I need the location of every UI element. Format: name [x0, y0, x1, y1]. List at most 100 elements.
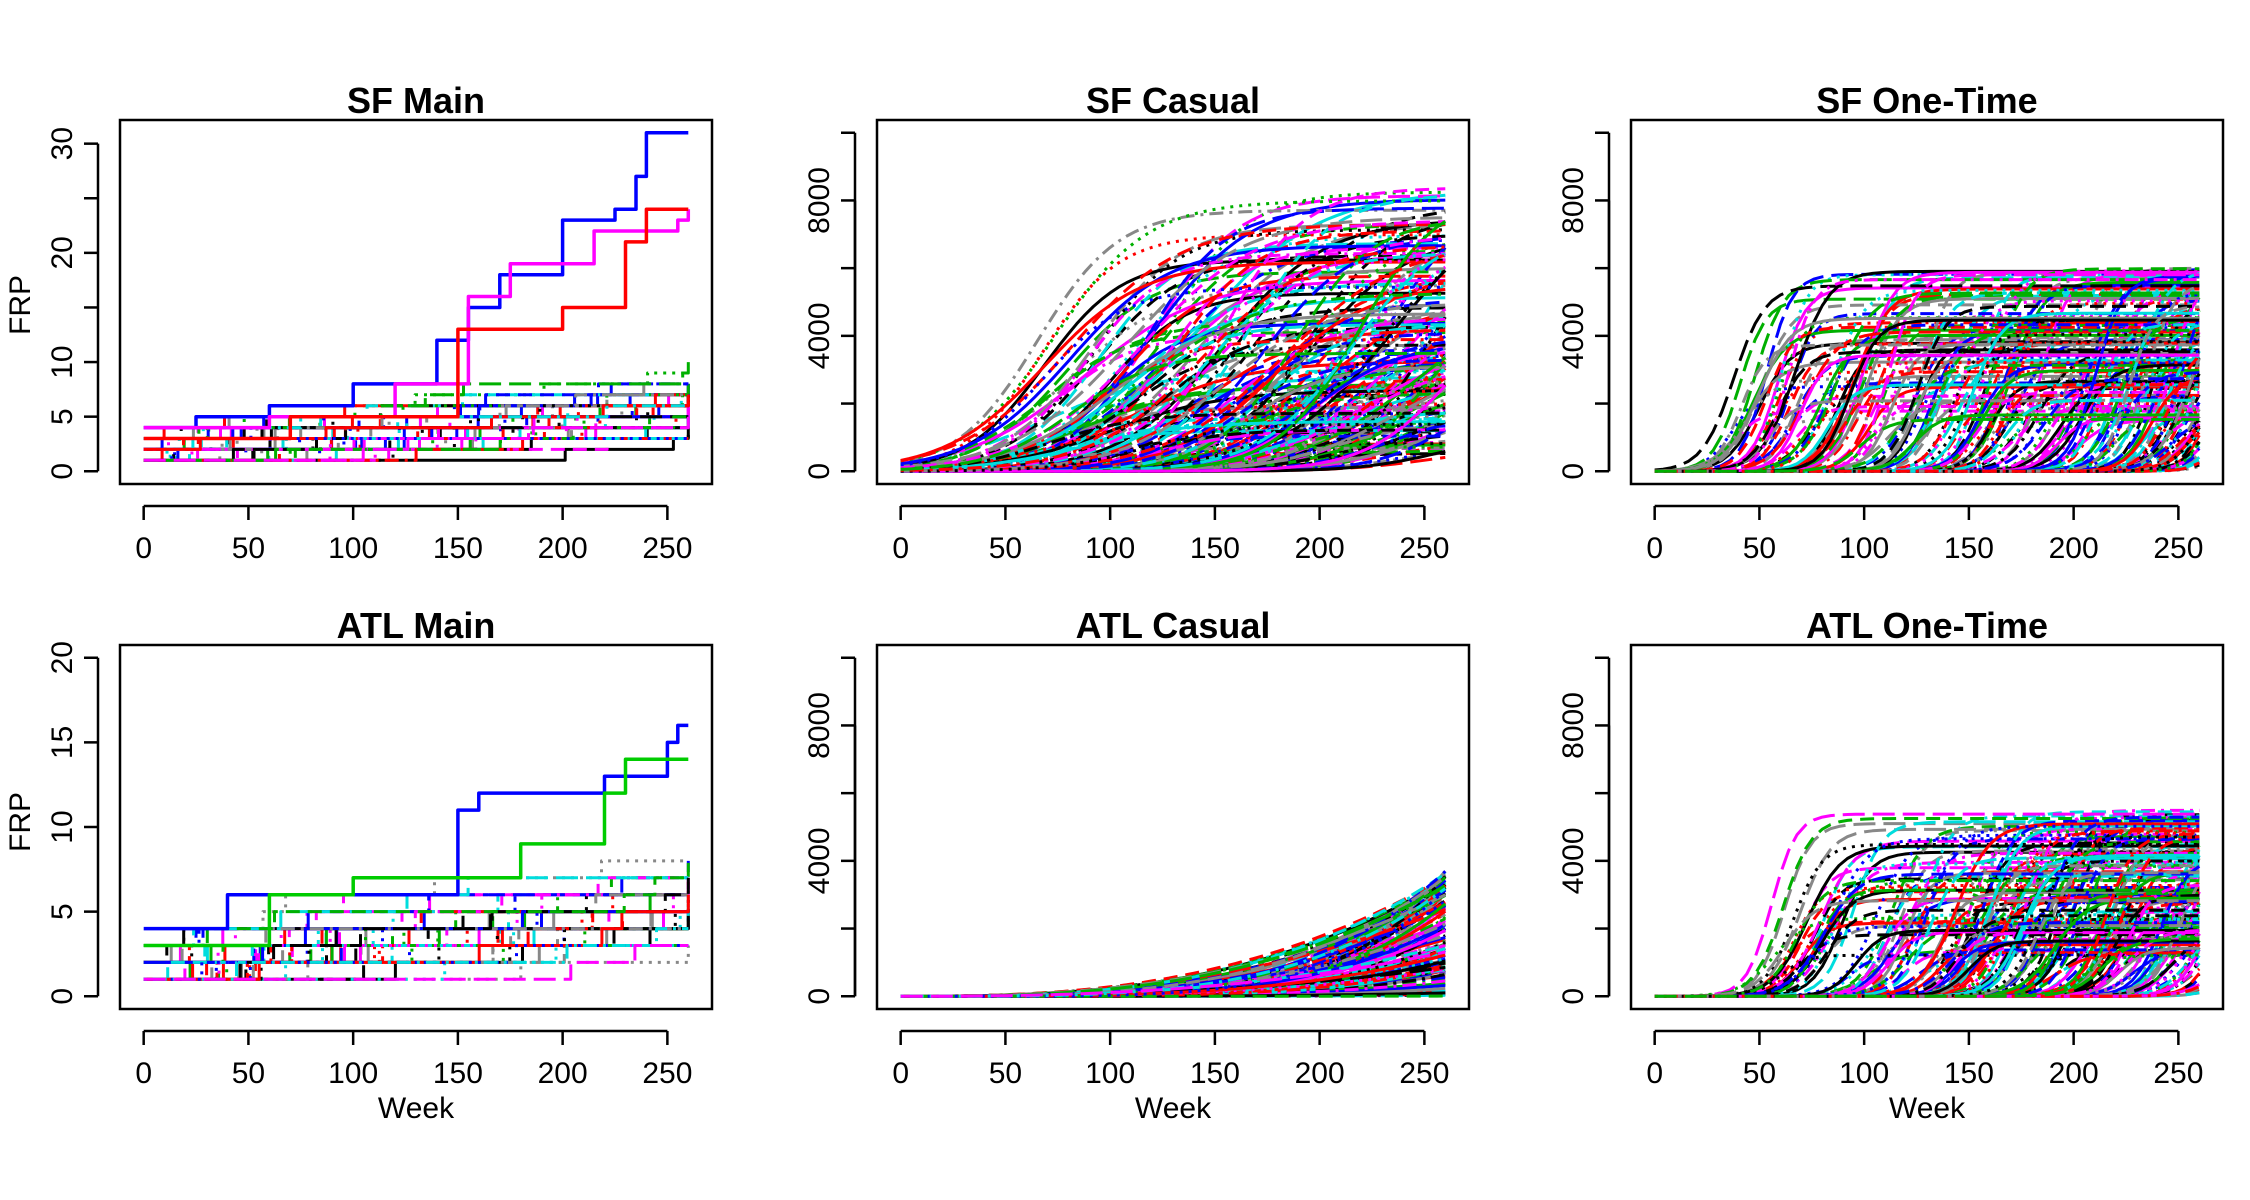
series-line	[1654, 914, 2200, 998]
series-line	[900, 411, 1446, 471]
x-tick-label: 50	[1743, 1057, 1776, 1090]
y-tick-label: 20	[46, 236, 79, 269]
y-tick-label: 0	[803, 988, 836, 1005]
series-line	[1654, 409, 2200, 473]
y-tick-label: 0	[803, 463, 836, 480]
plot-area: 0 50 100 150 200 250 0 5 10 20 30	[46, 118, 714, 565]
series-line	[900, 236, 1446, 472]
y-tick-label: 4000	[803, 302, 836, 369]
series-line	[143, 207, 689, 441]
series-line	[900, 252, 1446, 473]
series-line	[900, 292, 1446, 471]
series-line	[900, 216, 1446, 469]
x-tick-label: 50	[1743, 532, 1776, 565]
series-line	[900, 351, 1446, 471]
series-line	[143, 394, 690, 462]
series-line	[1654, 860, 2200, 998]
x-axis-label: Week	[1889, 1092, 1966, 1125]
series-line	[900, 319, 1446, 466]
panel-title: SF Main	[347, 80, 485, 121]
x-tick-label: 0	[135, 1057, 152, 1090]
series-line	[1654, 350, 2200, 473]
series-line	[900, 422, 1446, 473]
series-line	[1654, 417, 2200, 473]
plot-area: 0 50 100 150 200 250 0 5 10 15 20	[46, 641, 714, 1090]
panel-title: ATL One-Time	[1806, 605, 2048, 646]
x-tick-label: 250	[2153, 1057, 2203, 1090]
series-line	[900, 228, 1446, 471]
plot-frame	[118, 643, 714, 1011]
x-tick-label: 250	[1399, 532, 1449, 565]
panel-sf-main: SF Main FRP 0 50 100 150 200 250 0 5 10 20 30	[4, 80, 714, 565]
x-tick-label: 50	[232, 532, 265, 565]
y-tick-label: 10	[46, 810, 79, 843]
y-tick-label: 4000	[1557, 827, 1590, 894]
series-group	[143, 723, 690, 981]
x-tick-label: 100	[1839, 1057, 1889, 1090]
y-tick-label: 8000	[1557, 167, 1590, 234]
series-line	[143, 877, 690, 981]
series-line	[1654, 921, 2200, 998]
series-line	[143, 383, 690, 440]
series-line	[143, 927, 689, 981]
series-line	[1654, 354, 2201, 473]
x-tick-label: 150	[1190, 532, 1240, 565]
series-line	[143, 757, 689, 948]
y-tick-label: 0	[46, 463, 79, 480]
panel-sf-casual: SF Casual 0 50 100 150 200 250 0 4000 8000	[803, 80, 1471, 565]
series-line	[900, 208, 1446, 465]
series-line	[900, 420, 1446, 472]
y-tick-label: 30	[46, 127, 79, 160]
y-axis-label: FRP	[4, 275, 37, 335]
series-line	[1654, 937, 2200, 998]
plot-frame	[1629, 118, 2225, 486]
series-line	[143, 393, 689, 440]
series-line	[143, 130, 689, 430]
series-line	[143, 944, 689, 981]
x-tick-label: 100	[328, 532, 378, 565]
series-line	[143, 416, 690, 451]
series-line	[1654, 377, 2200, 473]
series-line	[900, 220, 1446, 470]
x-tick-label: 200	[538, 532, 588, 565]
x-tick-label: 0	[1646, 1057, 1663, 1090]
x-tick-label: 250	[1399, 1057, 1449, 1090]
series-line	[143, 944, 689, 964]
panel-title: SF Casual	[1086, 80, 1260, 121]
series-line	[1654, 812, 2200, 998]
series-line	[143, 944, 689, 981]
series-line	[1654, 879, 2200, 998]
x-tick-label: 250	[2153, 532, 2203, 565]
x-tick-label: 100	[1085, 532, 1135, 565]
series-line	[1654, 899, 2200, 998]
series-line	[900, 402, 1446, 471]
panel-title: ATL Casual	[1076, 605, 1271, 646]
series-line	[1654, 817, 2200, 998]
series-line	[143, 362, 690, 440]
y-tick-label: 0	[1557, 988, 1590, 1005]
series-line	[900, 284, 1446, 467]
x-tick-label: 50	[989, 1057, 1022, 1090]
x-tick-label: 50	[232, 1057, 265, 1090]
series-line	[1654, 843, 2200, 998]
x-tick-label: 250	[642, 532, 692, 565]
series-line	[143, 416, 690, 462]
plot-frame	[875, 118, 1471, 486]
x-tick-label: 0	[892, 532, 909, 565]
plot-area: 0 50 100 150 200 250 0 4000 8000	[803, 643, 1471, 1090]
series-line	[900, 422, 1446, 473]
series-line	[900, 420, 1446, 473]
x-tick-label: 150	[1944, 1057, 1994, 1090]
plot-area: 0 50 100 150 200 250 0 4000 8000	[803, 118, 1471, 565]
series-line	[143, 944, 689, 981]
x-tick-label: 0	[1646, 532, 1663, 565]
series-line	[143, 893, 689, 947]
panel-atl-one-time: ATL One-Time Week 0 50 100 150 200 250 0 4000 80…	[1557, 605, 2225, 1125]
series-line	[143, 382, 689, 440]
series-line	[143, 382, 689, 440]
series-line	[143, 394, 690, 451]
y-tick-label: 5	[46, 903, 79, 920]
x-tick-label: 100	[1085, 1057, 1135, 1090]
plot-area: 0 50 100 150 200 250 0 4000 8000	[1557, 643, 2225, 1090]
